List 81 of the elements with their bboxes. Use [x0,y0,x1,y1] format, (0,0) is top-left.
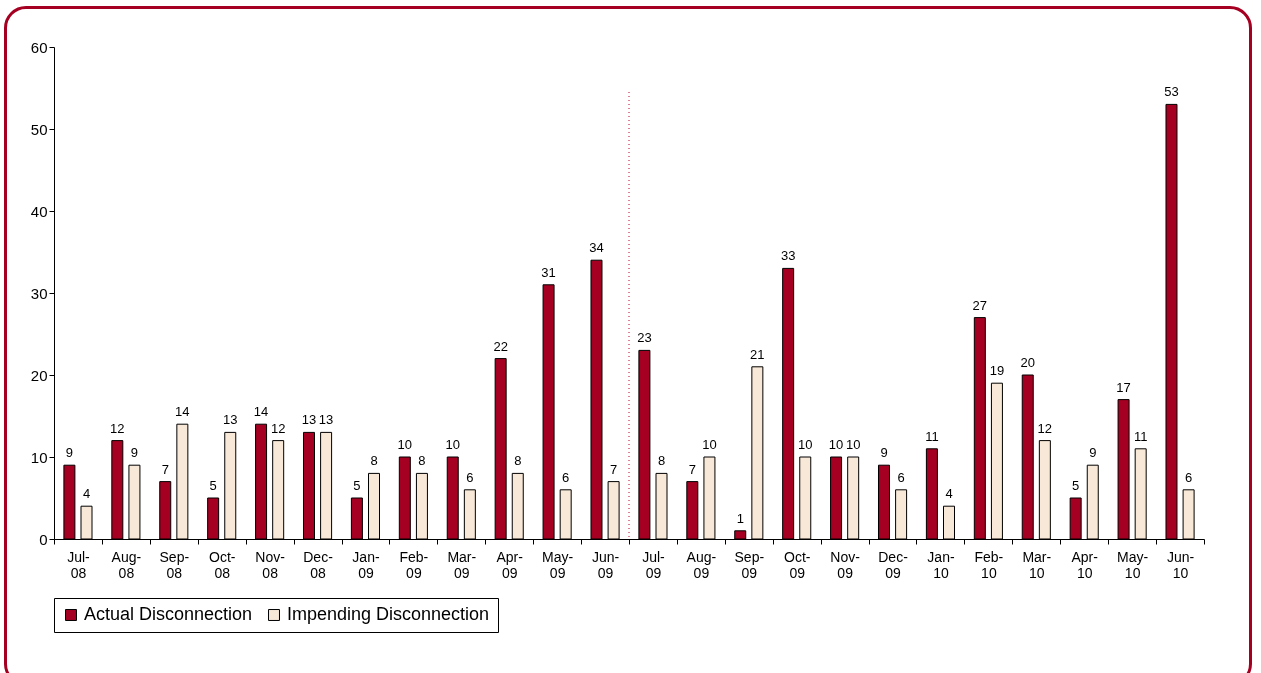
data-label: 10 [397,437,413,452]
data-label: 13 [223,412,238,428]
data-label: 27 [972,297,988,313]
x-tick-label: Jul-09 [642,548,666,581]
x-tick-label: Jul-08 [67,548,91,581]
x-tick-label: Jan-10 [927,548,955,581]
x-tick-label: Mar-10 [1022,548,1052,581]
x-tick-label: Jun-10 [1166,548,1195,581]
y-tick-label: 20 [30,366,48,384]
data-label: 20 [1020,355,1035,370]
data-label: 11 [925,428,939,444]
x-tick-label: Apr-09 [496,548,524,581]
data-label: 1 [736,510,744,526]
x-tick-label: Apr-10 [1071,548,1099,581]
y-tick-label: 40 [30,202,48,220]
x-tick-label: Feb-10 [974,548,1004,581]
x-tick-label: Feb-09 [399,548,429,581]
x-tick-label: Dec-08 [303,548,334,581]
data-label: 8 [514,453,522,469]
data-label: 22 [493,338,508,354]
data-label: 7 [688,461,696,477]
data-label: 12 [1037,420,1053,436]
x-tick-label: May-09 [542,548,574,581]
data-label: 23 [637,330,652,346]
data-label: 10 [798,437,813,452]
data-label: 10 [702,437,717,452]
x-tick-label: Sep-09 [734,548,765,581]
x-tick-label: Oct-09 [783,548,811,581]
data-label: 4 [82,486,91,502]
data-label: 31 [541,264,556,280]
y-tick-label: 10 [30,448,48,466]
data-label: 8 [418,453,426,469]
data-label: 4 [945,486,953,502]
data-label: 5 [209,478,217,493]
x-tick-label: Aug-08 [111,548,142,581]
x-tick-label: May-10 [1117,548,1149,581]
x-tick-label: Sep-08 [159,548,190,581]
data-label: 19 [989,363,1005,379]
data-label: 6 [466,469,474,485]
data-label: 9 [130,445,139,461]
x-tick-label: Aug-09 [686,548,717,581]
data-label: 12 [270,420,286,436]
legend-label: Impending Disconnection [287,604,490,624]
data-label: 17 [1116,379,1131,395]
data-label: 10 [828,437,844,452]
x-tick-label: Mar-09 [447,548,477,581]
data-label: 6 [897,469,905,485]
x-tick-label: Oct-08 [208,548,236,581]
y-tick-label: 60 [30,38,48,56]
data-label: 53 [1164,84,1179,100]
data-label: 5 [353,478,361,493]
legend-label: Actual Disconnection [84,604,253,624]
data-label: 5 [1072,478,1080,493]
data-label: 7 [609,461,618,477]
data-label: 10 [845,437,861,452]
data-label: 9 [880,445,888,461]
data-label: 34 [589,240,604,256]
data-label: 9 [65,445,74,461]
y-tick-label: 0 [39,530,48,548]
data-label: 13 [318,412,334,428]
data-label: 21 [750,346,765,362]
x-tick-label: Nov-08 [255,548,286,581]
y-tick-label: 50 [30,120,48,138]
data-label: 13 [301,412,317,428]
data-label: 11 [1133,428,1148,444]
data-label: 12 [110,420,125,436]
data-label: 14 [253,404,269,420]
data-label: 14 [175,404,190,420]
x-tick-label: Jan-09 [352,548,380,581]
x-tick-label: Dec-09 [878,548,909,581]
data-label: 33 [780,248,796,264]
data-label: 9 [1089,445,1097,461]
data-label: 6 [1184,469,1193,485]
x-tick-label: Jun-09 [591,548,620,581]
y-tick-label: 30 [30,284,48,302]
data-label: 6 [562,469,570,485]
data-label: 7 [161,461,169,477]
data-label: 8 [370,453,378,469]
x-tick-label: Nov-09 [830,548,861,581]
data-label: 8 [657,453,666,469]
data-label: 10 [445,437,460,452]
